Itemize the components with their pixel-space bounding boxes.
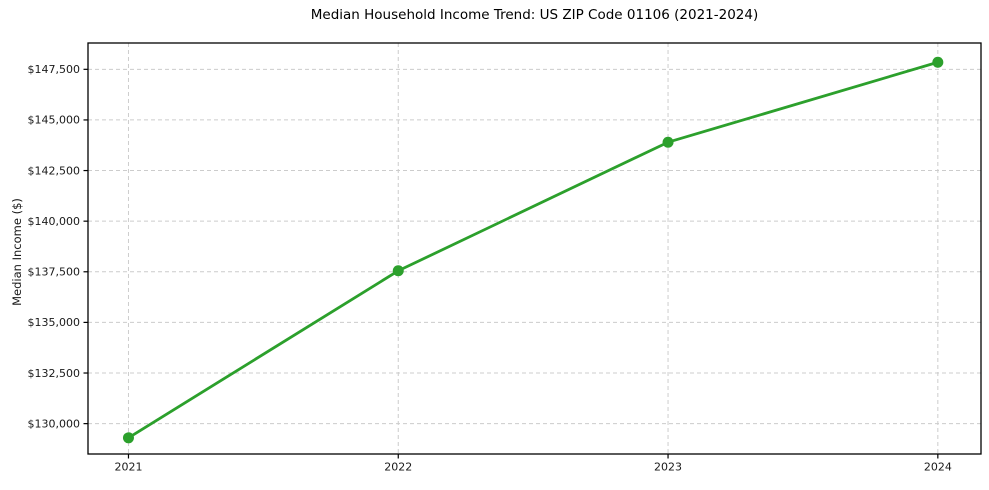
x-tick-label: 2024: [924, 461, 952, 474]
y-tick-label: $130,000: [28, 417, 81, 430]
data-point-2024: [932, 56, 944, 68]
y-tick-label: $132,500: [28, 367, 81, 380]
x-tick-label: 2023: [654, 461, 682, 474]
y-tick-label: $137,500: [28, 266, 81, 279]
y-tick-label: $140,000: [28, 215, 81, 228]
y-tick-label: $142,500: [28, 164, 81, 177]
x-tick-label: 2022: [384, 461, 412, 474]
chart-title: Median Household Income Trend: US ZIP Co…: [310, 7, 759, 23]
y-tick-label: $135,000: [28, 316, 81, 329]
plot-border: [87, 42, 982, 455]
median-household-income-trend-line: [127, 60, 940, 440]
data-point-2023: [662, 136, 674, 148]
x-tick-label: 2021: [114, 461, 142, 474]
data-point-2021: [122, 432, 134, 444]
y-tick-label: $147,500: [28, 63, 81, 76]
data-point-2022: [392, 265, 404, 277]
y-tick-label: $145,000: [28, 114, 81, 127]
